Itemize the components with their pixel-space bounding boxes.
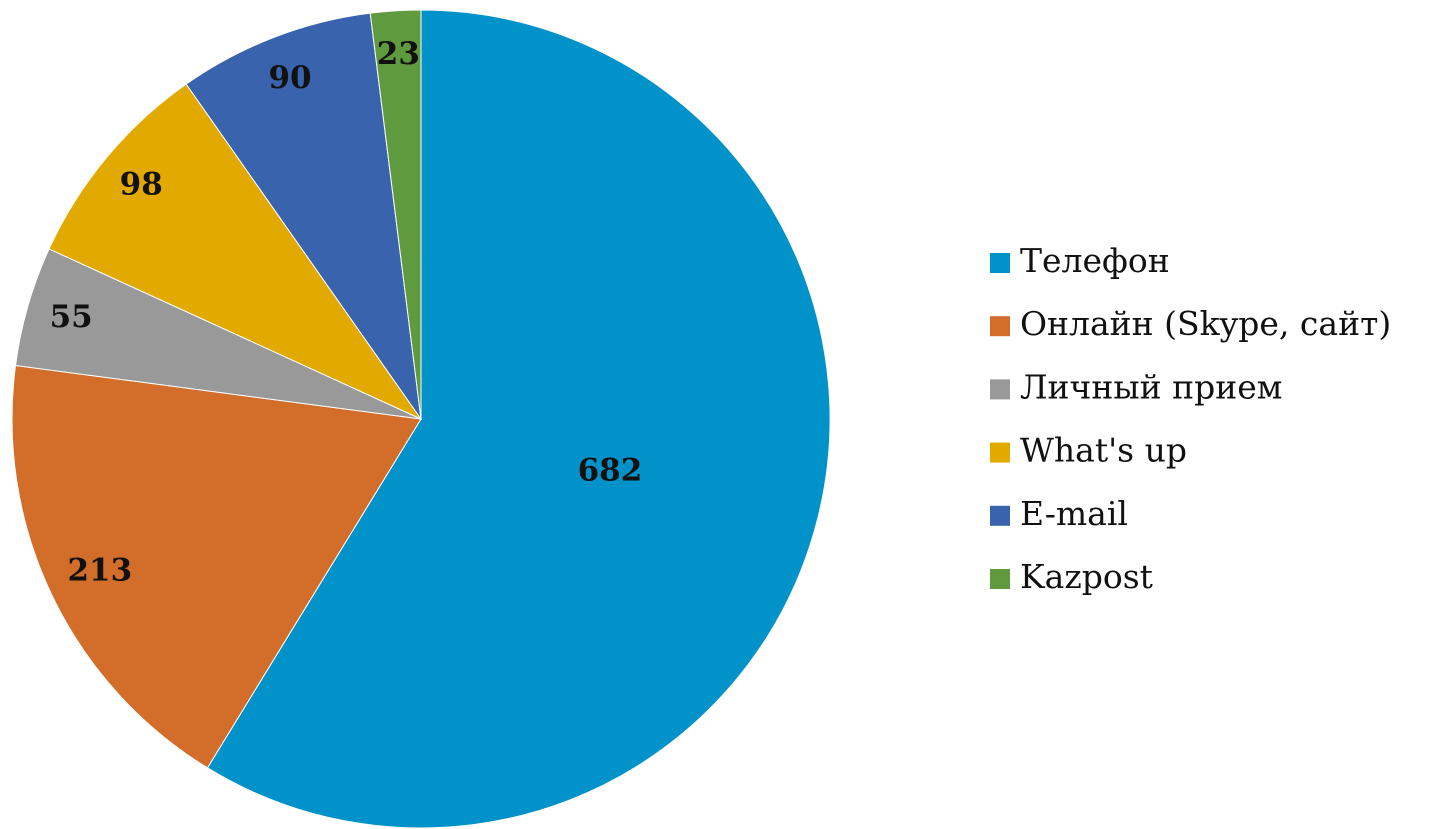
pie-slice [185, 12, 422, 420]
data-label: 682 [578, 453, 643, 489]
legend-label: What's up [1020, 431, 1187, 470]
data-label: 98 [120, 167, 163, 203]
legend-swatch [990, 505, 1010, 526]
data-label: 55 [50, 299, 93, 335]
legend-swatch [990, 253, 1010, 273]
legend-label: Онлайн (Skype, сайт) [1020, 304, 1391, 343]
legend-swatch [990, 316, 1010, 337]
pie-slice [11, 364, 422, 769]
data-label: 90 [268, 60, 311, 96]
legend-label: Kazpost [1020, 557, 1153, 596]
legend-swatch [990, 379, 1010, 400]
legend-swatch [990, 569, 1010, 589]
legend-label: Личный прием [1020, 367, 1282, 406]
pie-slice [369, 9, 422, 420]
legend-label: E-mail [1020, 494, 1128, 533]
data-label: 23 [377, 36, 420, 72]
legend-swatch [990, 442, 1010, 463]
data-label: 213 [67, 553, 132, 589]
legend-label: Телефон [1020, 241, 1170, 280]
pie-slice [206, 9, 831, 829]
pie-slice [48, 83, 423, 421]
